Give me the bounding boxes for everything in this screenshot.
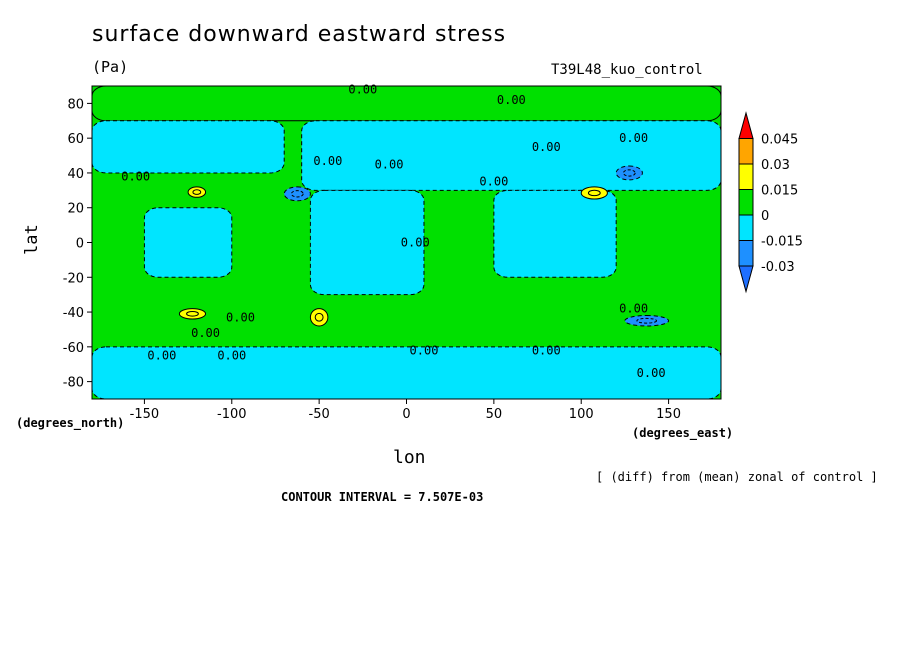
contour-label: 0.00: [313, 154, 342, 168]
region-negative: [493, 189, 617, 278]
x-axis-label: lon: [393, 447, 426, 468]
region-strong-negative: [615, 165, 643, 181]
region-strong-positive: [580, 186, 608, 200]
colorbar-bottom-arrow: [738, 265, 754, 294]
region-positive: [91, 85, 722, 122]
region-core: [587, 189, 601, 197]
contour-label: 0.00: [637, 366, 666, 380]
region-strong-negative: [624, 315, 670, 327]
contour-label: 0.00: [532, 140, 561, 154]
x-tick-label: -50: [309, 407, 330, 422]
colorbar-segment: [738, 240, 754, 267]
region-core: [186, 310, 199, 317]
contour-label: 0.00: [619, 131, 648, 145]
contour-interval: CONTOUR INTERVAL = 7.507E-03: [281, 490, 484, 504]
colorbar-label: -0.03: [761, 260, 795, 275]
colorbar-segment: [738, 189, 754, 216]
contour-label: 0.00: [479, 175, 508, 189]
chart-title: surface downward eastward stress: [92, 22, 507, 47]
region-negative: [301, 120, 722, 191]
diff-note: [ (diff) from (mean) zonal of control ]: [596, 470, 878, 484]
contour-labels: 0.00 0.00 0.00 0.00 0.00 0.00 0.00 0.00 0.00 0.00…: [121, 82, 665, 379]
colorbar-label: -0.015: [761, 235, 803, 250]
x-tick-label: 100: [569, 407, 594, 422]
colorbar-top-arrow: [738, 111, 754, 139]
region-strong-positive: [187, 186, 207, 198]
contour-label: 0.00: [401, 236, 430, 250]
region-strong-negative: [283, 186, 311, 202]
contour-label: 0.00: [226, 310, 255, 324]
contour-label: 0.00: [217, 349, 246, 363]
colorbar-label: 0.045: [761, 133, 798, 148]
region-core: [290, 190, 304, 198]
region-core: [192, 189, 202, 195]
region-core: [314, 312, 324, 322]
y-tick-label: 40: [67, 167, 84, 182]
contour-label: 0.00: [191, 326, 220, 340]
contour-label: 0.00: [121, 169, 150, 183]
region-negative: [91, 346, 722, 400]
contour-label: 0.00: [410, 343, 439, 357]
contour-field: [91, 85, 722, 400]
colorbar-segment: [738, 163, 754, 190]
region-negative: [91, 120, 285, 174]
contour-label: 0.00: [532, 343, 561, 357]
x-axis-units: (degrees_east): [632, 426, 734, 440]
region-core: [622, 169, 636, 177]
y-tick-label: 80: [67, 97, 84, 112]
x-ticks: -150 -100 -50 0 50 100 150: [130, 399, 681, 422]
colorbar-label: 0.015: [761, 184, 798, 199]
colorbar-label: 0: [761, 209, 769, 224]
region-negative: [309, 189, 425, 296]
y-tick-label: -60: [63, 341, 84, 356]
region-core: [636, 317, 658, 324]
x-tick-label: 150: [656, 407, 681, 422]
colorbar-segment: [738, 214, 754, 241]
contour-label: 0.00: [619, 302, 648, 316]
contour-label: 0.00: [147, 349, 176, 363]
y-tick-label: 0: [76, 237, 84, 252]
region-strong-positive: [309, 308, 329, 327]
units-label: (Pa): [92, 58, 129, 76]
y-tick-label: -40: [63, 306, 84, 321]
region-strong-positive: [178, 308, 207, 320]
colorbar: 0.045 0.03 0.015 0 -0.015 -0.03: [738, 111, 803, 294]
x-tick-label: 0: [402, 407, 410, 422]
region-negative: [143, 207, 233, 278]
y-tick-label: -80: [63, 376, 84, 391]
colorbar-segment: [738, 138, 754, 165]
y-tick-label: 60: [67, 132, 84, 147]
contour-label: 0.00: [348, 82, 377, 96]
contour-label: 0.00: [375, 157, 404, 171]
dataset-label: T39L48_kuo_control: [551, 62, 703, 78]
colorbar-label: 0.03: [761, 158, 790, 173]
contour-label: 0.00: [497, 93, 526, 107]
x-tick-label: -150: [130, 407, 160, 422]
y-axis-units: (degrees_north): [16, 416, 125, 430]
x-tick-label: -100: [217, 407, 247, 422]
x-tick-label: 50: [486, 407, 503, 422]
y-tick-label: -20: [63, 271, 84, 286]
y-tick-label: 20: [67, 202, 84, 217]
y-ticks: 80 60 40 20 0 -20 -40 -60 -80: [63, 97, 92, 391]
